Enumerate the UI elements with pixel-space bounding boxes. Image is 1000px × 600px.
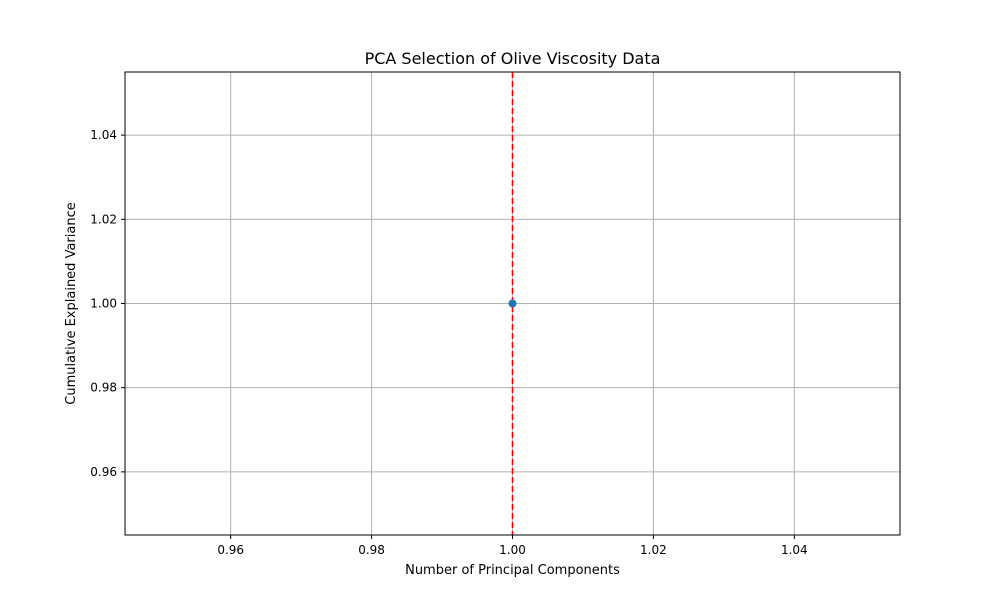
x-axis-ticks: 0.96 0.98 1.00 1.02 1.04 [217,535,808,557]
x-tick-label: 1.04 [781,543,808,557]
y-tick-label: 1.04 [90,128,117,142]
y-tick-label: 0.98 [90,381,117,395]
x-axis-label: Number of Principal Components [405,563,620,578]
chart-title: PCA Selection of Olive Viscosity Data [365,49,661,68]
y-axis-label: Cumulative Explained Variance [64,202,79,404]
y-tick-label: 1.02 [90,212,117,226]
x-tick-label: 1.02 [640,543,667,557]
x-tick-label: 0.96 [217,543,244,557]
data-point [508,299,517,308]
y-axis-ticks: 0.96 0.98 1.00 1.02 1.04 [90,128,125,479]
x-tick-label: 0.98 [358,543,385,557]
y-tick-label: 1.00 [90,297,117,311]
y-tick-label: 0.96 [90,465,117,479]
data-points-layer [508,299,517,308]
x-tick-label: 1.00 [499,543,526,557]
